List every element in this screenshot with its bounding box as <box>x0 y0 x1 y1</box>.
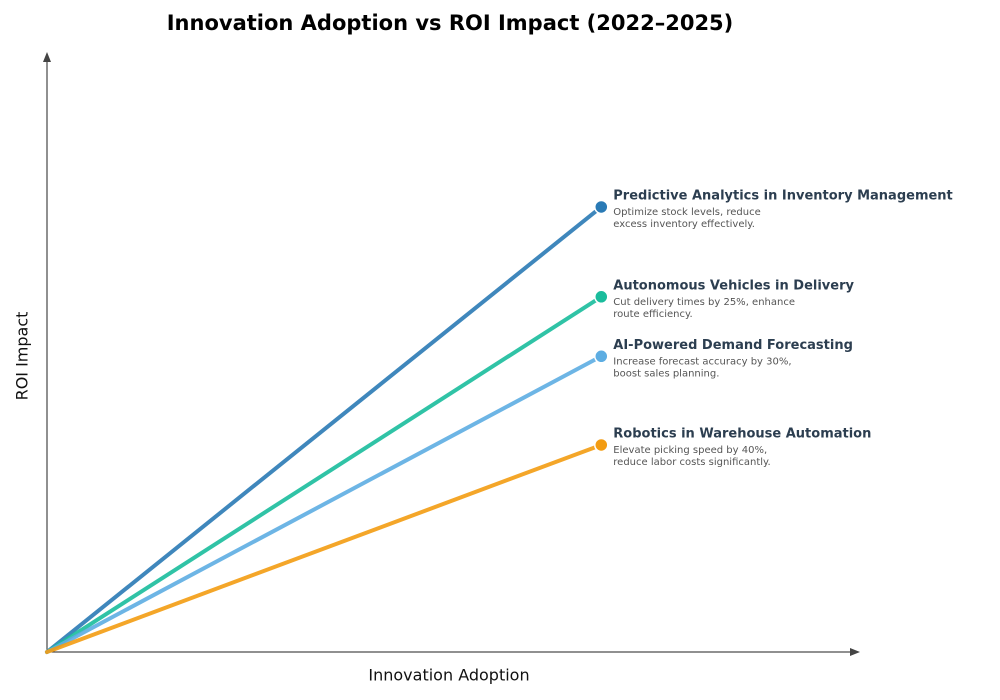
series-description: Optimize stock levels, reduce <box>613 207 760 218</box>
series-line <box>45 442 604 654</box>
series-name: AI-Powered Demand Forecasting <box>613 338 853 353</box>
series-description: Elevate picking speed by 40%, <box>613 445 767 456</box>
series-name: Autonomous Vehicles in Delivery <box>613 278 854 293</box>
x-axis-label: Innovation Adoption <box>368 666 529 685</box>
series-name: Predictive Analytics in Inventory Manage… <box>613 188 953 203</box>
series-description: route efficiency. <box>613 309 692 320</box>
end-marker <box>594 349 609 364</box>
series-description: Increase forecast accuracy by 30%, <box>613 356 791 367</box>
y-axis-label: ROI Impact <box>13 312 32 401</box>
series-line <box>45 204 604 654</box>
series-description: Cut delivery times by 25%, enhance <box>613 297 795 308</box>
series-name: Robotics in Warehouse Automation <box>613 426 871 441</box>
series-line <box>45 294 604 654</box>
end-marker <box>594 437 609 453</box>
end-marker <box>594 289 609 305</box>
chart-title: Innovation Adoption vs ROI Impact (2022–… <box>167 11 734 35</box>
series-description: reduce labor costs significantly. <box>613 457 770 468</box>
end-marker <box>594 199 609 215</box>
series-description: excess inventory effectively. <box>613 219 755 230</box>
series-line <box>45 354 604 654</box>
series-description: boost sales planning. <box>613 368 719 379</box>
